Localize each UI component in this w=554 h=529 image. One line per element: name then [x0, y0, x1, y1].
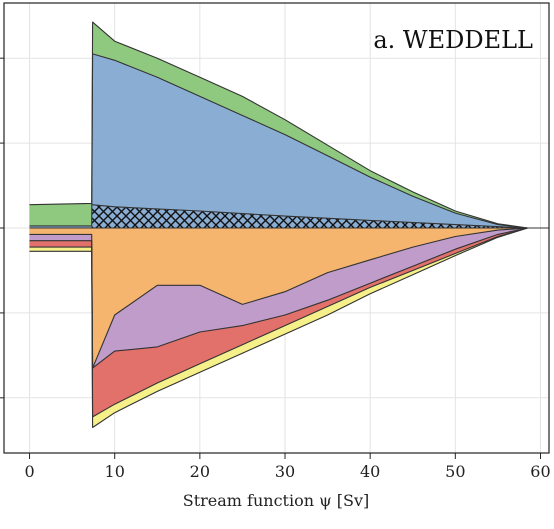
series-line-hatched: [91, 204, 528, 229]
area-orange: [29, 228, 528, 369]
x-tick-label: 30: [275, 462, 295, 481]
series-line-orange: [29, 227, 528, 369]
area-blue: [29, 53, 528, 229]
x-tick-label: 50: [445, 462, 465, 481]
x-tick-label: 60: [530, 462, 550, 481]
x-tick-label: 20: [190, 462, 210, 481]
areas: [29, 22, 528, 428]
y-axis: [0, 57, 4, 399]
series-line-purple: [29, 227, 528, 369]
series-line-green: [29, 21, 528, 229]
x-tick-label: 10: [105, 462, 125, 481]
x-tick-label: 40: [360, 462, 380, 481]
area-hatched: [91, 204, 528, 228]
x-tick-label: 0: [24, 462, 34, 481]
series-line-red: [29, 227, 528, 418]
series-line-blue: [29, 53, 528, 229]
lines: [29, 21, 549, 429]
x-axis: 0 10 20 30 40 50 60: [24, 453, 551, 481]
series-line-yellow: [29, 227, 528, 429]
panel-title: a. WEDDELL: [373, 26, 533, 54]
x-axis-label: Stream function ψ [Sv]: [183, 491, 369, 510]
